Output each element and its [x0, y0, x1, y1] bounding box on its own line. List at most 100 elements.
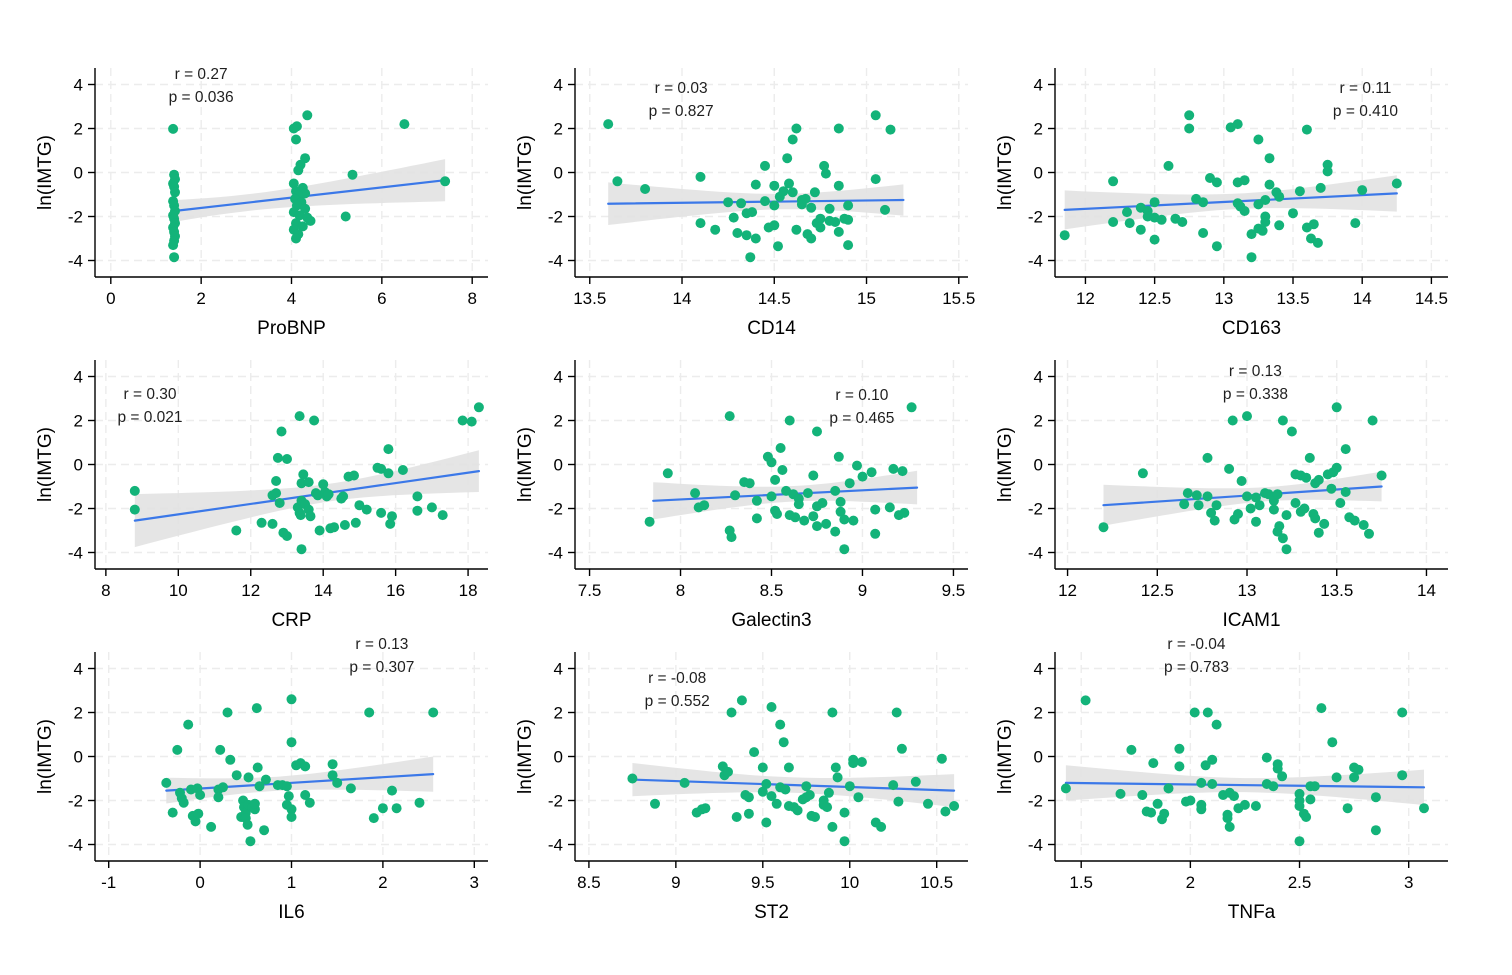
data-point: [644, 516, 655, 527]
data-point: [747, 207, 758, 218]
data-point: [1340, 487, 1351, 497]
x-tick-label: 1: [287, 873, 296, 892]
x-tick-label: 2: [378, 873, 387, 892]
y-axis-title: ln(IMTG): [515, 427, 536, 502]
data-point: [1184, 123, 1195, 134]
data-point: [799, 515, 810, 526]
x-tick-label: 10: [169, 581, 188, 600]
data-point: [1253, 134, 1264, 145]
y-tick-label: 2: [554, 412, 563, 431]
data-point: [364, 707, 375, 718]
scatter-panel-cd14: -4 -2 0 2 4 13.5 14 14.5 15 15.5 CD14 ln(IMTG) r = 0…: [495, 58, 975, 350]
x-tick-label: 8.5: [577, 873, 601, 892]
data-point: [843, 240, 854, 251]
data-point: [750, 179, 761, 190]
data-point: [1242, 411, 1252, 422]
data-point: [791, 123, 802, 134]
data-point: [896, 743, 907, 754]
data-point: [412, 491, 423, 502]
data-point: [1290, 498, 1301, 508]
data-point: [1211, 500, 1222, 511]
data-point: [1182, 488, 1193, 499]
data-point: [792, 805, 803, 816]
scatter-panel-tnfa: -4 -2 0 2 4 1.5 2 2.5 3 TNFa ln(IMTG) r = -0.04 p = …: [975, 636, 1455, 934]
data-point: [808, 470, 819, 481]
data-point: [1239, 206, 1250, 216]
data-point: [1322, 166, 1333, 177]
data-point: [1264, 153, 1275, 164]
y-axis-title: ln(IMTG): [995, 135, 1016, 210]
data-point: [1272, 489, 1283, 500]
x-tick-label: 9: [671, 873, 680, 892]
data-point: [440, 176, 451, 187]
data-point: [1224, 821, 1235, 832]
data-point: [222, 707, 233, 718]
data-point: [300, 790, 311, 800]
data-point: [760, 196, 770, 207]
data-point: [1163, 160, 1174, 171]
ci-band: [608, 182, 904, 225]
fit-line: [607, 198, 905, 205]
data-point: [428, 707, 439, 718]
data-point: [812, 426, 822, 437]
data-point: [1189, 707, 1200, 718]
fit-line: [1063, 192, 1398, 211]
data-point: [291, 233, 301, 244]
x-tick-label: 13: [1238, 581, 1257, 600]
data-point: [391, 803, 402, 814]
data-point: [295, 510, 306, 521]
data-point: [778, 737, 789, 748]
data-point: [1202, 491, 1213, 502]
r-annotation: r = 0.13: [1229, 363, 1282, 380]
ci-band: [166, 756, 434, 804]
data-point: [1335, 498, 1346, 508]
data-point: [1229, 791, 1239, 802]
data-point: [787, 187, 798, 198]
data-point: [1272, 763, 1283, 774]
data-point: [305, 511, 316, 522]
x-tick-label: 14: [673, 289, 692, 308]
data-point: [800, 193, 811, 204]
y-tick-label: 0: [554, 456, 563, 475]
data-point: [412, 505, 423, 516]
data-point: [1251, 492, 1261, 503]
data-point: [888, 780, 899, 791]
data-point: [690, 488, 701, 499]
data-point: [1174, 743, 1185, 754]
data-point: [802, 488, 813, 499]
data-point: [815, 222, 826, 233]
y-tick-label: 4: [1034, 368, 1043, 387]
data-point: [1232, 119, 1243, 130]
y-tick-label: 2: [1034, 412, 1043, 431]
data-point: [751, 495, 762, 506]
data-point: [1211, 719, 1222, 730]
x-tick-label: 12: [241, 581, 260, 600]
data-point: [260, 774, 271, 785]
data-point: [383, 468, 394, 479]
data-point: [385, 518, 396, 529]
r-annotation: r = 0.30: [124, 386, 177, 403]
x-axis-title: CRP: [271, 610, 311, 631]
data-point: [812, 521, 822, 532]
data-point: [1419, 803, 1429, 814]
p-annotation: p = 0.338: [1223, 386, 1288, 403]
x-tick-label: 12: [1058, 581, 1077, 600]
scatter-panel-cd163: -4 -2 0 2 4 12 12.5 13 13.5 14 14.5 CD163 ln(IMTG) r …: [975, 58, 1455, 350]
data-point: [1331, 402, 1342, 413]
data-point: [835, 496, 846, 507]
data-point: [168, 240, 179, 251]
data-point: [249, 798, 260, 809]
data-point: [1191, 490, 1202, 501]
p-annotation: p = 0.465: [829, 410, 894, 427]
data-point: [627, 773, 638, 784]
data-point: [172, 744, 183, 755]
x-tick-label: 16: [386, 581, 405, 600]
data-point: [1312, 237, 1323, 248]
data-point: [1198, 228, 1209, 238]
data-point: [1309, 781, 1320, 792]
data-point: [679, 777, 690, 788]
data-point: [778, 186, 789, 197]
x-tick-label: 14.5: [758, 289, 791, 308]
y-tick-label: -2: [68, 792, 83, 811]
data-point: [853, 792, 864, 803]
